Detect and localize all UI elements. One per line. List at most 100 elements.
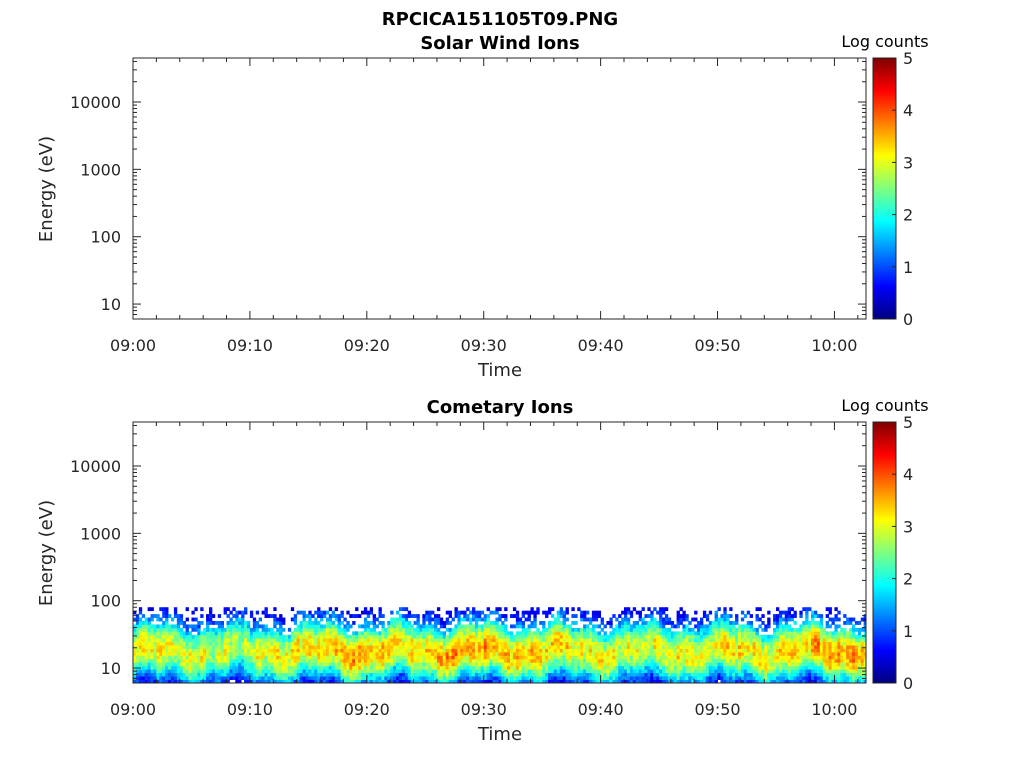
heatmap-cell — [735, 627, 739, 632]
heatmap-cell — [279, 614, 283, 618]
heatmap-cell — [562, 672, 566, 677]
heatmap-cell — [457, 652, 461, 656]
heatmap-cell — [676, 662, 680, 667]
heatmap-cell — [746, 648, 751, 653]
heatmap-cell — [363, 631, 368, 636]
heatmap-cell — [755, 607, 759, 612]
heatmap-cell — [168, 631, 172, 636]
heatmap-cell — [191, 634, 195, 639]
heatmap-cell — [162, 652, 166, 656]
heatmap-cell — [454, 614, 458, 618]
heatmap-cell — [261, 648, 265, 653]
heatmap-cell — [279, 655, 283, 660]
heatmap-cell — [223, 658, 227, 663]
heatmap-cell — [638, 676, 642, 680]
heatmap-cell — [311, 641, 315, 646]
heatmap-cell — [825, 621, 829, 625]
heatmap-cell — [650, 638, 654, 643]
heatmap-cell — [638, 665, 642, 670]
heatmap-cell — [583, 614, 587, 618]
heatmap-cell — [214, 634, 219, 639]
heatmap-cell — [434, 634, 438, 639]
heatmap-cell — [682, 648, 686, 653]
heatmap-cell — [287, 672, 292, 677]
heatmap-cell — [439, 634, 444, 639]
heatmap-cell — [325, 662, 330, 667]
heatmap-cell — [133, 662, 137, 667]
heatmap-cell — [419, 641, 423, 646]
heatmap-cell — [448, 662, 452, 667]
heatmap-cell — [439, 631, 444, 636]
heatmap-cell — [413, 679, 417, 684]
heatmap-cell — [214, 676, 219, 680]
heatmap-cell — [720, 679, 724, 684]
heatmap-cell — [375, 638, 379, 643]
heatmap-cell — [594, 658, 599, 663]
heatmap-cell — [775, 634, 780, 639]
heatmap-cell — [372, 669, 376, 674]
heatmap-cell — [182, 648, 187, 653]
heatmap-cell — [626, 645, 631, 649]
heatmap-cell — [501, 676, 505, 680]
heatmap-cell — [451, 652, 455, 656]
heatmap-cell — [828, 648, 832, 653]
heatmap-cell — [600, 648, 604, 653]
heatmap-cell — [591, 617, 596, 622]
heatmap-cell — [299, 669, 303, 674]
heatmap-cell — [854, 638, 859, 643]
heatmap-cell — [416, 627, 420, 632]
heatmap-cell — [296, 634, 300, 639]
heatmap-cell — [398, 631, 403, 636]
heatmap-cell — [404, 624, 409, 629]
heatmap-cell — [732, 655, 736, 660]
heatmap-cell — [664, 621, 669, 625]
heatmap-cell — [244, 627, 248, 632]
heatmap-cell — [521, 658, 526, 663]
heatmap-cell — [621, 648, 625, 653]
heatmap-cell — [802, 658, 806, 663]
heatmap-cell — [343, 655, 347, 660]
heatmap-cell — [591, 669, 596, 674]
heatmap-cell — [314, 648, 318, 653]
heatmap-cell — [346, 624, 350, 629]
heatmap-cell — [431, 658, 435, 663]
heatmap-cell — [787, 676, 791, 680]
heatmap-cell — [758, 638, 762, 643]
heatmap-cell — [355, 614, 359, 618]
heatmap-cell — [182, 638, 187, 643]
heatmap-cell — [732, 627, 736, 632]
heatmap-cell — [632, 658, 637, 663]
heatmap-cell — [241, 648, 245, 653]
heatmap-cell — [755, 641, 759, 646]
heatmap-cell — [483, 669, 488, 674]
heatmap-cell — [472, 638, 476, 643]
heatmap-cell — [854, 621, 859, 625]
heatmap-cell — [641, 641, 645, 646]
heatmap-cell — [463, 624, 467, 629]
heatmap-cell — [287, 655, 292, 660]
heatmap-cell — [653, 617, 657, 622]
heatmap-cell — [536, 665, 540, 670]
heatmap-cell — [659, 610, 663, 615]
heatmap-cell — [176, 645, 181, 649]
heatmap-cell — [662, 648, 666, 653]
heatmap-cell — [463, 634, 467, 639]
heatmap-cell — [246, 621, 251, 625]
heatmap-cell — [425, 638, 429, 643]
heatmap-cell — [384, 679, 388, 684]
heatmap-cell — [507, 676, 511, 680]
heatmap-cell — [556, 645, 561, 649]
heatmap-cell — [705, 648, 710, 653]
heatmap-cell — [349, 645, 353, 649]
heatmap-cell — [828, 655, 832, 660]
heatmap-cell — [156, 645, 160, 649]
heatmap-cell — [384, 631, 388, 636]
heatmap-cell — [483, 621, 488, 625]
heatmap-cell — [194, 627, 198, 632]
heatmap-cell — [837, 617, 841, 622]
heatmap-cell — [141, 638, 146, 643]
heatmap-cell — [495, 634, 499, 639]
heatmap-cells — [133, 607, 867, 684]
heatmap-cell — [457, 662, 461, 667]
